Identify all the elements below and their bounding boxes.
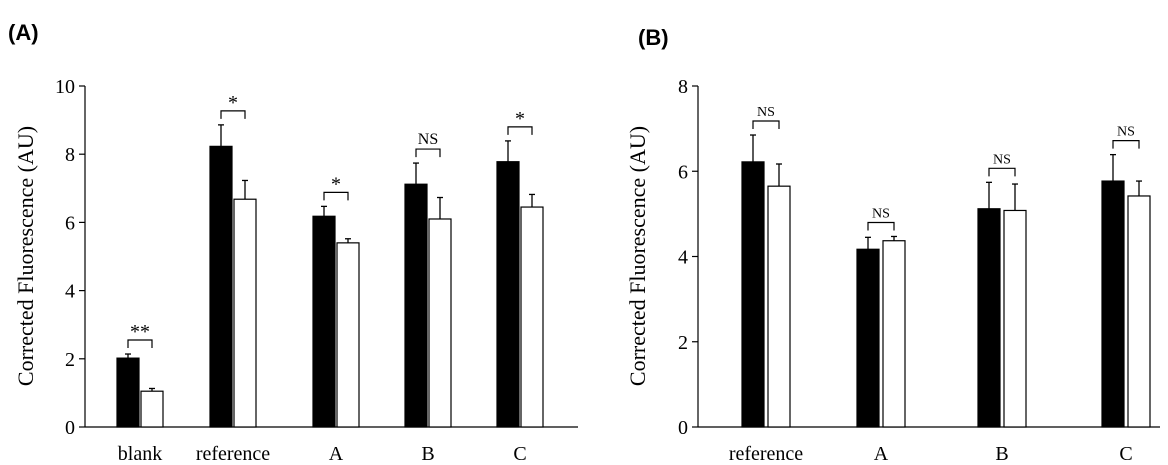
x-category-label: B <box>995 443 1008 465</box>
bar-white <box>336 242 360 428</box>
bar-white <box>233 198 257 428</box>
x-category-label: C <box>1119 443 1132 465</box>
y-tick-label: 4 <box>65 281 75 303</box>
y-tick-label: 6 <box>65 212 75 234</box>
y-axis-title: Corrected Fluorescence (AU) <box>625 126 650 386</box>
bar-white <box>428 218 452 428</box>
significance-bracket <box>323 191 349 201</box>
significance-bracket <box>867 221 895 231</box>
significance-label: NS <box>872 206 890 221</box>
y-axis-title: Corrected Fluorescence (AU) <box>13 126 38 386</box>
x-category-label: A <box>874 443 889 465</box>
significance-bracket <box>988 167 1016 177</box>
bar-black <box>856 248 880 428</box>
y-tick-label: 4 <box>678 247 688 269</box>
bar-black <box>312 215 336 428</box>
bar-white <box>882 240 906 428</box>
significance-label: ** <box>130 321 150 343</box>
y-tick-label: 8 <box>678 76 688 98</box>
bar-black <box>209 145 233 428</box>
bar-black <box>977 208 1001 428</box>
x-category-label: A <box>329 443 344 465</box>
x-category-label: reference <box>729 443 803 465</box>
significance-bracket <box>220 110 246 119</box>
significance-label: * <box>515 108 525 130</box>
y-tick-label: 10 <box>55 76 75 98</box>
panel-a-label: (A) <box>8 20 39 45</box>
bar-white <box>520 206 544 428</box>
y-tick-label: 6 <box>678 161 688 183</box>
significance-label: * <box>331 173 341 195</box>
bar-black <box>741 161 765 428</box>
y-tick-label: 2 <box>65 349 75 371</box>
y-tick-label: 0 <box>678 417 688 439</box>
x-category-label: blank <box>118 443 162 465</box>
bar-black <box>1101 180 1125 428</box>
bar-white <box>1003 209 1027 428</box>
significance-label: NS <box>418 131 438 148</box>
x-category-label: B <box>421 443 434 465</box>
significance-label: * <box>228 92 238 114</box>
significance-bracket <box>415 148 441 158</box>
significance-label: NS <box>993 152 1011 167</box>
significance-label: NS <box>757 105 775 120</box>
x-category-label: C <box>513 443 526 465</box>
bar-white <box>1127 195 1151 428</box>
significance-bracket <box>1112 140 1140 149</box>
significance-bracket <box>752 120 780 130</box>
y-tick-label: 0 <box>65 417 75 439</box>
y-tick-label: 2 <box>678 332 688 354</box>
panel-b-chart: 0 2 4 6 8 Corrected Fluorescence (AU) NS refere… <box>625 76 1160 465</box>
panel-b-label: (B) <box>638 25 669 50</box>
x-category-label: reference <box>196 443 270 465</box>
bar-black <box>404 183 428 428</box>
bar-white <box>767 185 791 428</box>
bar-black <box>116 357 140 428</box>
significance-bracket <box>127 339 153 349</box>
significance-label: NS <box>1117 125 1135 140</box>
bar-white <box>140 390 164 428</box>
y-tick-label: 8 <box>65 144 75 166</box>
significance-bracket <box>507 126 533 135</box>
bar-black <box>496 161 520 428</box>
